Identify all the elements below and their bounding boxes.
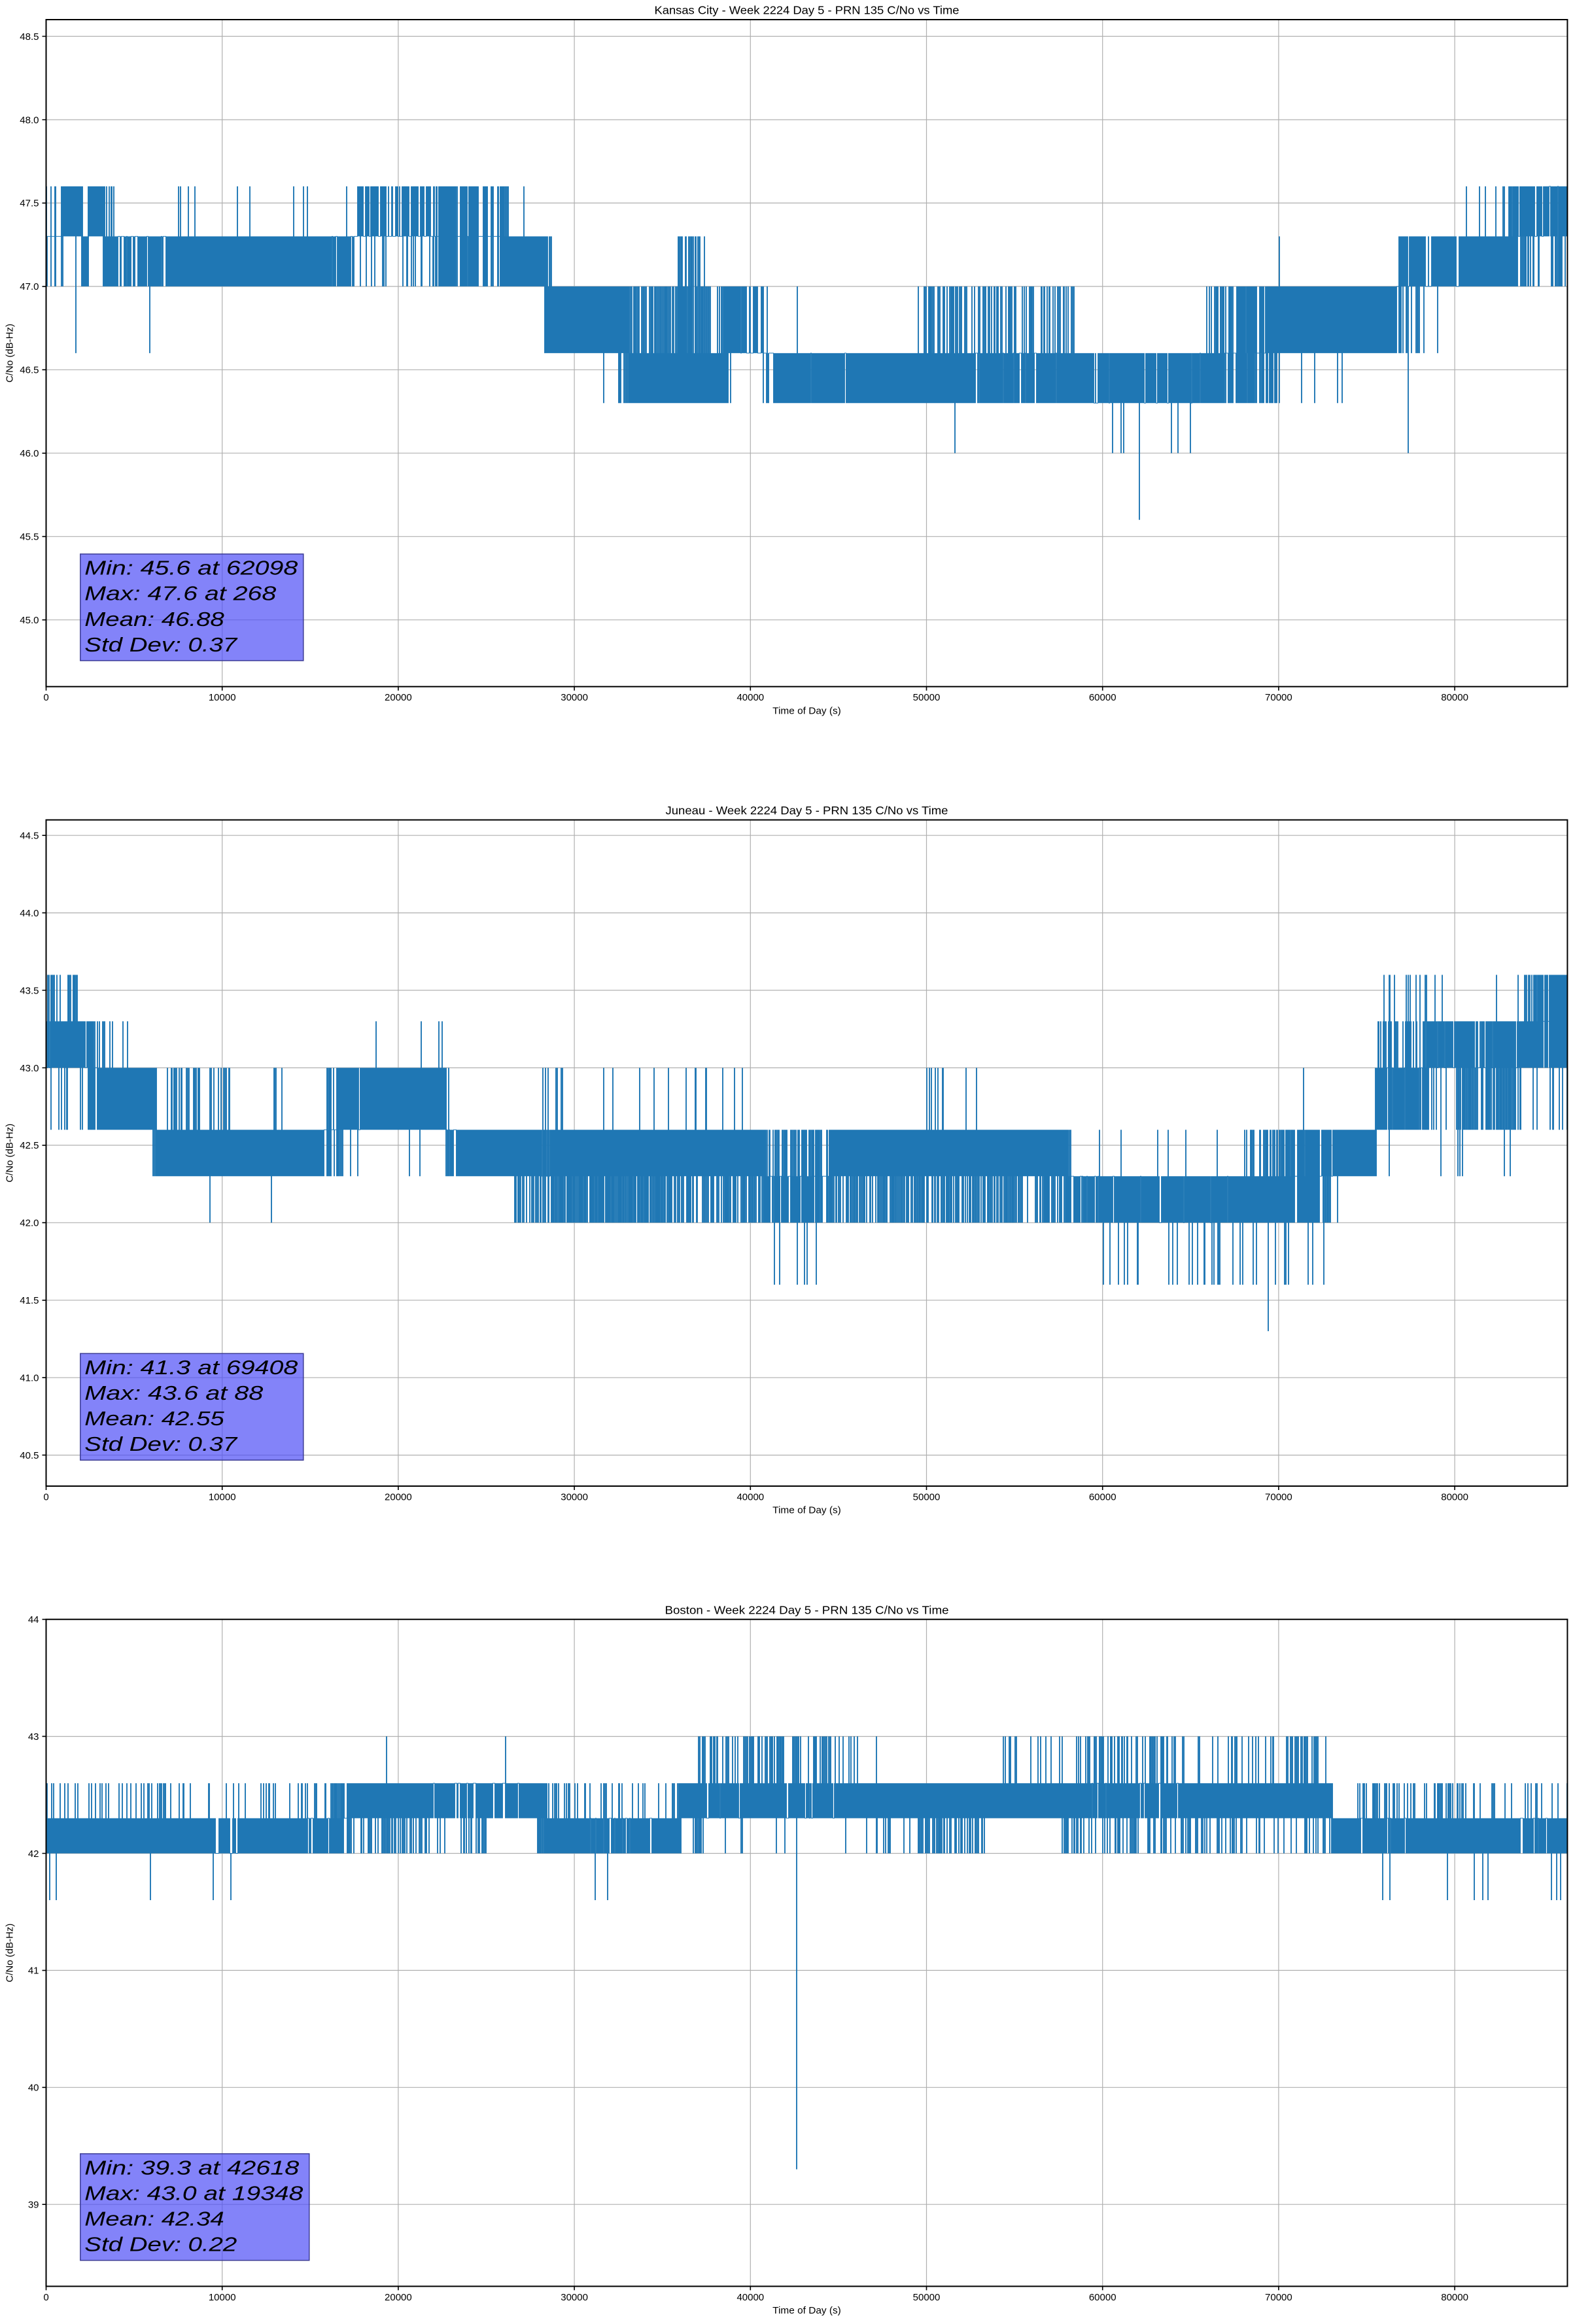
svg-text:42: 42	[28, 1848, 39, 1860]
svg-text:20000: 20000	[385, 692, 412, 703]
svg-text:Max: 43.0 at 19348: Max: 43.0 at 19348	[84, 2181, 303, 2204]
svg-text:44: 44	[28, 1614, 39, 1625]
svg-text:Time of Day (s): Time of Day (s)	[772, 705, 841, 716]
svg-text:Mean: 46.88: Mean: 46.88	[84, 608, 224, 631]
svg-text:45.0: 45.0	[20, 615, 39, 626]
svg-text:80000: 80000	[1441, 1492, 1468, 1503]
svg-text:47.0: 47.0	[20, 281, 39, 292]
svg-text:Time of Day (s): Time of Day (s)	[772, 2305, 841, 2316]
svg-text:Kansas City - Week 2224 Day 5: Kansas City - Week 2224 Day 5 - PRN 135 …	[655, 4, 960, 17]
svg-text:Min: 45.6 at 62098: Min: 45.6 at 62098	[84, 557, 298, 580]
svg-text:10000: 10000	[209, 692, 236, 703]
svg-text:Mean: 42.34: Mean: 42.34	[84, 2208, 224, 2230]
svg-text:Juneau - Week 2224 Day 5 - PRN: Juneau - Week 2224 Day 5 - PRN 135 C/No …	[666, 804, 948, 817]
svg-text:41.0: 41.0	[20, 1373, 39, 1384]
svg-text:10000: 10000	[209, 2292, 236, 2303]
svg-text:40000: 40000	[736, 2292, 764, 2303]
svg-text:20000: 20000	[385, 2292, 412, 2303]
svg-text:0: 0	[43, 1492, 48, 1503]
svg-text:C/No (dB-Hz): C/No (dB-Hz)	[5, 1924, 16, 1983]
svg-text:47.5: 47.5	[20, 198, 39, 209]
svg-text:Mean: 42.55: Mean: 42.55	[84, 1407, 224, 1430]
svg-text:C/No (dB-Hz): C/No (dB-Hz)	[5, 324, 16, 383]
svg-text:80000: 80000	[1441, 2292, 1468, 2303]
svg-text:70000: 70000	[1265, 1492, 1292, 1503]
svg-text:60000: 60000	[1089, 1492, 1116, 1503]
svg-text:0: 0	[43, 692, 48, 703]
svg-text:42.5: 42.5	[20, 1140, 39, 1151]
svg-text:Min: 41.3 at 69408: Min: 41.3 at 69408	[84, 1356, 298, 1379]
svg-text:43.5: 43.5	[20, 985, 39, 996]
svg-text:41: 41	[28, 1966, 39, 1977]
svg-text:40: 40	[28, 2083, 39, 2094]
svg-text:Time of Day (s): Time of Day (s)	[772, 1505, 841, 1516]
svg-text:10000: 10000	[209, 1492, 236, 1503]
svg-text:20000: 20000	[385, 1492, 412, 1503]
svg-text:46.0: 46.0	[20, 448, 39, 459]
svg-text:40000: 40000	[736, 1492, 764, 1503]
svg-text:C/No (dB-Hz): C/No (dB-Hz)	[5, 1124, 16, 1183]
svg-text:41.5: 41.5	[20, 1295, 39, 1306]
svg-text:Min: 39.3 at 42618: Min: 39.3 at 42618	[84, 2156, 300, 2179]
svg-text:60000: 60000	[1089, 2292, 1116, 2303]
svg-text:Boston - Week 2224 Day 5 - PRN: Boston - Week 2224 Day 5 - PRN 135 C/No …	[665, 1603, 949, 1616]
svg-text:50000: 50000	[913, 692, 941, 703]
svg-text:80000: 80000	[1441, 692, 1468, 703]
svg-text:Max: 43.6 at 88: Max: 43.6 at 88	[84, 1381, 264, 1404]
svg-text:45.5: 45.5	[20, 532, 39, 543]
svg-text:Std Dev: 0.37: Std Dev: 0.37	[84, 633, 238, 656]
svg-text:60000: 60000	[1089, 692, 1116, 703]
svg-text:48.0: 48.0	[20, 114, 39, 126]
svg-text:40.5: 40.5	[20, 1450, 39, 1461]
svg-text:43.0: 43.0	[20, 1063, 39, 1074]
svg-text:39: 39	[28, 2200, 39, 2211]
svg-text:70000: 70000	[1265, 692, 1292, 703]
svg-text:30000: 30000	[561, 2292, 588, 2303]
svg-text:40000: 40000	[736, 692, 764, 703]
svg-text:46.5: 46.5	[20, 365, 39, 376]
svg-text:44.0: 44.0	[20, 908, 39, 919]
svg-text:Max: 47.6 at 268: Max: 47.6 at 268	[84, 582, 277, 605]
svg-text:50000: 50000	[913, 2292, 941, 2303]
svg-text:42.0: 42.0	[20, 1218, 39, 1229]
svg-text:0: 0	[43, 2292, 48, 2303]
svg-text:43: 43	[28, 1731, 39, 1743]
svg-text:30000: 30000	[561, 1492, 588, 1503]
svg-text:70000: 70000	[1265, 2292, 1292, 2303]
svg-text:48.5: 48.5	[20, 31, 39, 43]
svg-text:30000: 30000	[561, 692, 588, 703]
svg-text:Std Dev: 0.37: Std Dev: 0.37	[84, 1432, 238, 1455]
svg-text:50000: 50000	[913, 1492, 941, 1503]
svg-text:Std Dev: 0.22: Std Dev: 0.22	[84, 2233, 237, 2256]
svg-text:44.5: 44.5	[20, 831, 39, 842]
